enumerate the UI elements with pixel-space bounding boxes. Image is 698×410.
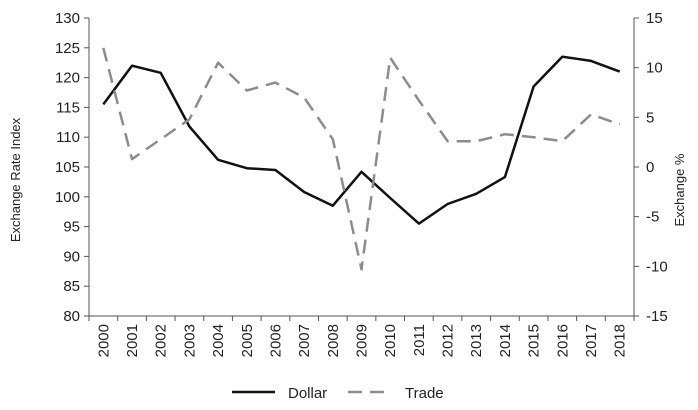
x-tick-label: 2004 <box>210 324 227 357</box>
series-line-trade <box>102 47 621 271</box>
series-layer <box>102 47 621 271</box>
y-left-tick-label: 100 <box>55 189 80 206</box>
legend-trade-label: Trade <box>405 385 444 402</box>
y-left-tick-label: 130 <box>55 10 80 27</box>
x-tick-label: 2006 <box>267 324 284 357</box>
y-left-tick-label: 110 <box>56 129 80 146</box>
y-left-tick-label: 95 <box>63 219 80 236</box>
y-right-tick-label: 10 <box>646 60 663 77</box>
y-right-tick-label: -10 <box>646 258 668 275</box>
x-tick-label: 2007 <box>296 324 313 357</box>
x-tick-label: 2009 <box>354 324 371 357</box>
x-tick-label: 2001 <box>124 324 141 357</box>
y-axis-left: 80 85 90 95 100 105 110 115 120 125 130 <box>55 10 90 325</box>
x-tick-label: 2003 <box>181 324 198 357</box>
y-right-tick-label: 0 <box>646 159 654 176</box>
y-left-tick-label: 90 <box>63 248 80 265</box>
x-tick-label: 2010 <box>382 324 399 357</box>
y-axis-left-title: Exchange Rate Index <box>8 117 23 242</box>
x-tick-label: 2000 <box>95 324 112 357</box>
y-right-tick-label: 5 <box>646 109 654 126</box>
x-tick-label: 2014 <box>497 324 514 357</box>
series-line-dollar <box>102 55 621 225</box>
x-tick-label: 2005 <box>239 324 256 357</box>
y-axis-right: -15 -10 -5 0 5 10 15 <box>633 10 668 325</box>
x-axis: 2000 2001 2002 2003 2004 2005 2006 2007 2008 2009… <box>88 315 635 357</box>
legend-dollar-label: Dollar <box>288 385 327 402</box>
x-tick-label: 2015 <box>526 324 543 357</box>
y-axis-right-title: Exchange % <box>672 153 687 226</box>
y-left-tick-label: 85 <box>63 278 80 295</box>
y-left-tick-label: 120 <box>55 70 80 87</box>
legend: Dollar Trade <box>232 385 444 402</box>
y-right-tick-label: -15 <box>646 308 668 325</box>
x-tick-label: 2018 <box>612 324 629 357</box>
x-tick-label: 2011 <box>411 324 428 356</box>
x-tick-label: 2016 <box>554 324 571 357</box>
x-tick-label: 2008 <box>325 324 342 357</box>
y-left-tick-label: 115 <box>56 99 80 116</box>
x-tick-label: 2002 <box>153 324 170 357</box>
y-right-tick-label: 15 <box>646 10 663 27</box>
x-tick-label: 2012 <box>440 324 457 357</box>
y-left-tick-label: 105 <box>55 159 80 176</box>
x-tick-label: 2013 <box>468 324 485 357</box>
y-left-tick-label: 125 <box>55 40 80 57</box>
y-right-tick-label: -5 <box>646 209 659 226</box>
x-tick-label: 2017 <box>583 324 600 357</box>
y-left-tick-label: 80 <box>63 308 80 325</box>
